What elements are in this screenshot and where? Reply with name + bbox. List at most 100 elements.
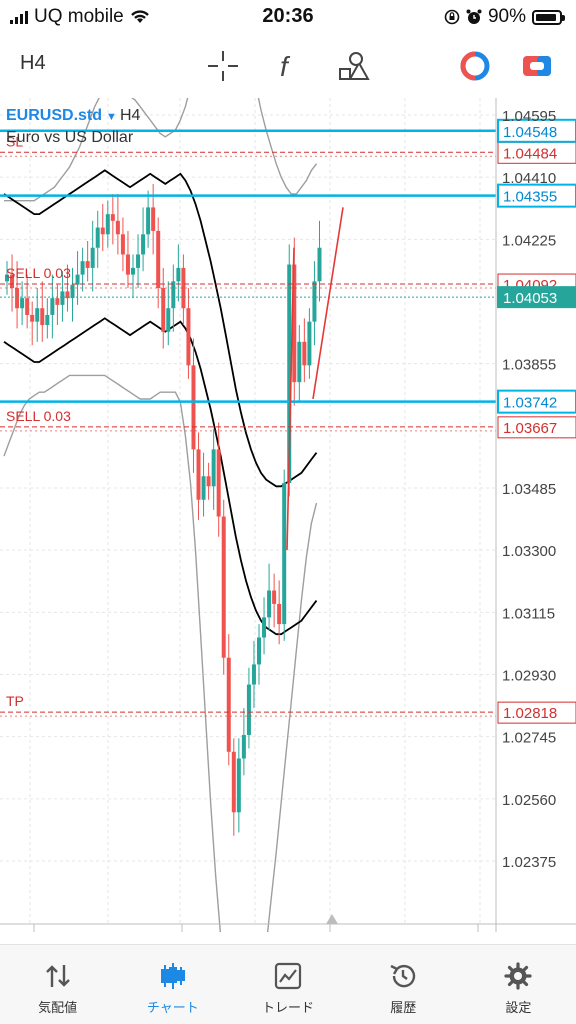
candle-body [196,449,201,500]
candle-body [231,751,236,813]
symbol-label[interactable]: EURUSD.std [6,107,102,124]
order-level-label: TP [6,693,24,709]
candle-body [5,274,9,282]
candle-body [186,308,191,366]
hline-price-tag [497,183,576,208]
order-level-label: SL [6,133,23,149]
price-scale-label: 1.03115 [502,605,555,622]
price-scale-label: 1.03855 [502,357,556,374]
current-price-label: 1.04053 [503,290,557,307]
candle-body [141,234,146,255]
candle-body [317,247,322,282]
candle-body [80,261,85,275]
date-label: 24 Dec 12:00 [38,931,127,932]
candle-body [10,274,15,289]
nav-settings[interactable]: 設定 [461,945,576,1024]
candle-body [146,207,151,235]
function-icon[interactable]: f [268,46,308,86]
candle-body [241,734,246,759]
price-scale-label: 1.02745 [502,730,556,747]
date-label: 11 Jan 12:0 [482,931,559,932]
orientation-lock-icon [444,9,460,25]
nav-label: 履歴 [390,1000,417,1015]
candle-body [307,321,312,366]
candle-body [236,758,241,813]
crosshair-icon[interactable] [203,46,243,86]
candle-body [55,298,60,305]
nav-trade[interactable]: トレード [230,945,345,1024]
bottom-navigation: 気配値 チャート トレード [0,944,576,1024]
candle-body [292,264,297,383]
battery-percent: 90% [487,6,526,27]
price-scale-label: 1.03300 [502,543,556,560]
nav-history[interactable]: 履歴 [346,945,461,1024]
candle-body [151,207,156,231]
timeframe-label: H4 [120,107,141,124]
candle-body [105,214,110,235]
price-scale-label: 1.04595 [502,108,556,125]
candle-body [25,298,30,315]
hline-price-tag [497,118,576,143]
current-price-tag [497,286,576,309]
order-price-tag [497,701,576,724]
candle-body [251,664,256,685]
chart-icon [153,959,193,993]
candle-body [206,476,211,487]
order-level-label: SELL 0.03 [6,408,71,424]
status-right: 90% [444,6,565,28]
candle-body [40,308,45,326]
history-icon [383,959,423,993]
candle-body [226,657,231,752]
upper-envelope-line [3,169,318,488]
trade-toggle-icon[interactable] [455,46,495,86]
price-scale-label: 1.02560 [502,792,556,809]
status-bar: UQ mobile 20:36 90% [0,0,576,34]
trend-line [286,247,295,551]
candle-body [90,247,95,268]
candle-body [277,603,282,625]
candle-body [115,220,120,235]
objects-icon[interactable] [333,46,373,86]
nav-label: チャート [146,1000,199,1015]
price-scale-label: 1.02375 [502,854,556,871]
price-scale-label: 1.02930 [502,668,556,685]
candle-body [287,264,292,483]
signal-icon [10,10,28,24]
symbol-dropdown-icon[interactable]: ▼ [106,111,117,123]
nav-label: 気配値 [38,1000,78,1015]
trend-line [312,207,344,400]
nav-chart[interactable]: チャート [115,945,230,1024]
candle-body [267,590,272,618]
candle-body [120,234,125,255]
quotes-icon [38,959,78,993]
candle-body [125,254,130,275]
candle-body [15,288,20,309]
candle-body [131,267,135,275]
battery-icon [532,9,565,25]
candle-body [171,281,176,309]
candle-body [246,684,251,735]
date-label: 7 Jan 12:00 [334,931,412,932]
candle-body [191,365,196,450]
order-level-label: SELL 0.03 [6,265,71,281]
svg-text:f: f [280,51,291,82]
nav-label: 設定 [505,1000,532,1015]
price-scale-label: 1.03485 [502,481,556,498]
candle-body [272,590,277,604]
timeframe-button[interactable]: H4 [20,52,46,74]
one-click-icon[interactable] [517,46,557,86]
candle-body [166,308,171,332]
candle-body [60,291,65,305]
nav-quotes[interactable]: 気配値 [0,945,115,1024]
price-scale-label: 1.04225 [502,232,556,249]
hline-price-label: 1.04355 [503,189,557,206]
order-price-label: 1.04484 [503,145,557,162]
nav-label: トレード [262,1000,315,1015]
date-label: 31 Dec 12:00 [186,931,275,932]
status-time: 20:36 [262,5,314,27]
candle-body [85,261,90,268]
candle-body [45,314,50,326]
candle-body [70,284,75,299]
